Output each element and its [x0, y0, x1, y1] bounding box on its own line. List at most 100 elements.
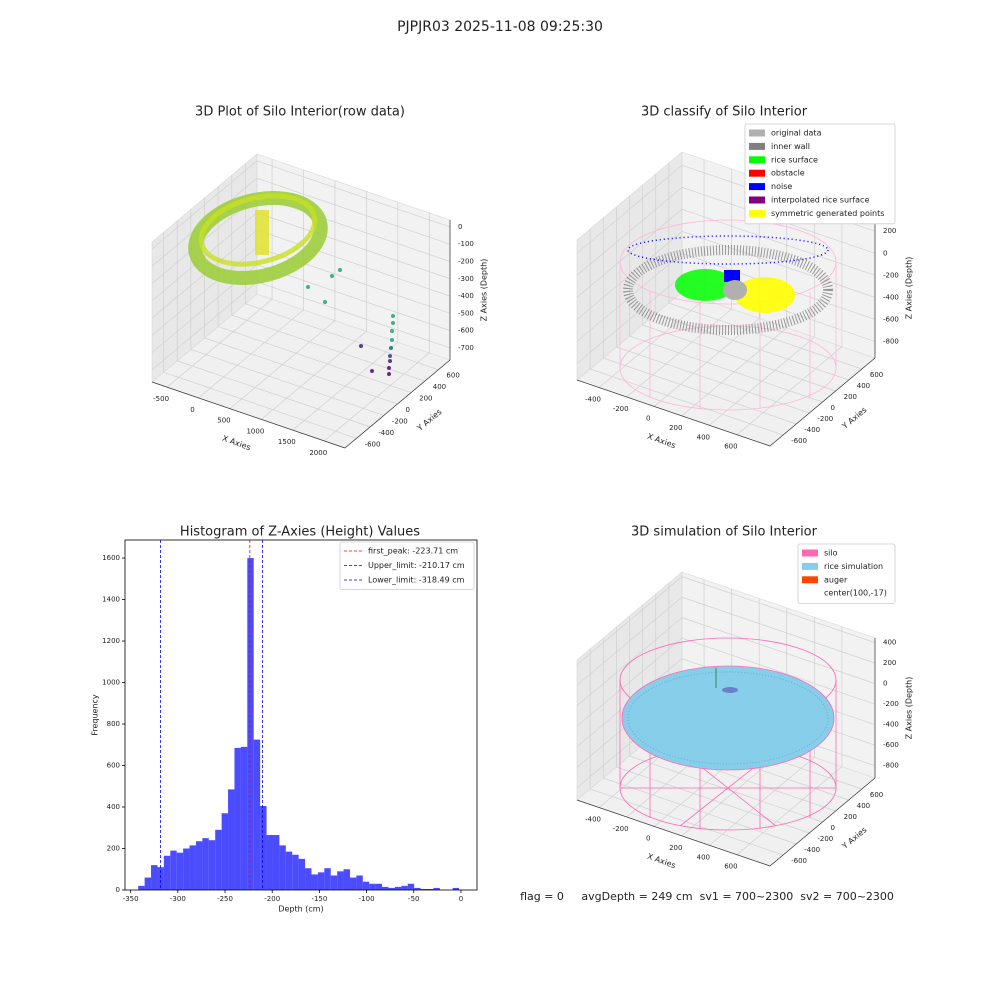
plot-frame: [124, 539, 478, 891]
x-tick-label: 0: [646, 834, 650, 842]
bar: [253, 739, 261, 890]
y-tick-label: 200: [419, 395, 432, 403]
legend-swatch: [749, 209, 765, 217]
bar: [317, 872, 325, 890]
grid-line: [681, 231, 876, 298]
y-tick-label: 200: [844, 393, 857, 401]
y-tick-label: 0: [831, 404, 835, 412]
grid-line: [204, 337, 398, 405]
bar: [356, 875, 363, 890]
bar: [157, 867, 164, 890]
grid-line: [256, 247, 451, 314]
grid-line: [681, 637, 876, 705]
bar: [394, 886, 402, 890]
grid-line: [256, 264, 451, 331]
z-tick-label: -800: [883, 762, 899, 770]
grid-line: [576, 209, 683, 298]
grid-line: [668, 302, 862, 370]
grid-line: [256, 160, 451, 228]
bar: [407, 883, 415, 890]
grid-line: [629, 755, 823, 823]
legend-label: interpolated rice surface: [771, 196, 869, 205]
bar: [144, 877, 152, 890]
legend-label: symmetric generated points: [771, 209, 884, 218]
bar: [414, 887, 421, 890]
x-tick-label: 0: [459, 895, 463, 903]
grid-line: [231, 314, 425, 382]
x-tick-label: -150: [311, 895, 327, 903]
x-tick-label: -50: [408, 895, 419, 903]
legend-label: noise: [771, 182, 792, 191]
chart-title: 3D simulation of Silo Interior: [631, 525, 818, 540]
grid-line: [681, 617, 876, 684]
grid-line: [218, 326, 412, 393]
x-tick-label: -300: [170, 895, 186, 903]
bar: [324, 868, 331, 890]
y-tick-label: -200: [817, 835, 833, 843]
x-tick-label: 1000: [246, 427, 264, 435]
bar: [330, 875, 338, 890]
x-tick-label: -100: [359, 895, 375, 903]
y-tick-label: 800: [107, 720, 120, 728]
z-tick-label: -400: [883, 721, 899, 729]
bar: [240, 746, 248, 890]
bar: [279, 845, 286, 890]
bar: [420, 888, 427, 890]
legend-label: center(100,-17): [824, 589, 887, 598]
inner-wall: [623, 245, 833, 335]
legend-label: Upper_limit: -210.17 cm: [368, 561, 465, 570]
x-tick-label: 2000: [309, 449, 327, 457]
grid-line: [256, 229, 451, 297]
rice-surface: [675, 269, 735, 301]
raw-cloud: [198, 193, 318, 267]
bar: [369, 883, 376, 890]
axis-line: [769, 777, 876, 867]
z-tick-label: 0: [883, 249, 887, 257]
grid-line: [576, 576, 683, 665]
bar: [176, 852, 184, 890]
bar: [228, 789, 235, 890]
bar: [305, 868, 312, 890]
rice-simulation: [627, 671, 829, 765]
y-tick-label: 1200: [102, 637, 120, 645]
bar: [272, 835, 280, 890]
x-tick-label: -200: [613, 405, 629, 413]
raw-cloud: [255, 210, 269, 255]
legend-box: [339, 541, 475, 590]
grid-line: [256, 212, 451, 280]
y-tick-label: -400: [804, 846, 820, 854]
grid-line: [576, 187, 683, 276]
x-tick-label: -250: [217, 895, 233, 903]
grid-line: [655, 313, 849, 381]
x-tick-label: 0: [190, 406, 194, 414]
grid-line: [642, 324, 836, 392]
silo-wireframe: [619, 219, 837, 411]
legend-swatch: [802, 562, 818, 570]
grid-line: [163, 371, 357, 439]
z-axis-label: Z Axies (Depth): [905, 257, 914, 320]
legend-label: obstacle: [771, 169, 805, 178]
legend-box: [744, 123, 896, 225]
z-tick-label: -100: [458, 240, 474, 248]
y-tick-label: 400: [857, 802, 870, 810]
bar: [183, 848, 190, 890]
grid-line: [245, 303, 439, 371]
grid-line: [151, 281, 258, 371]
y-tick-label: 600: [446, 372, 459, 380]
y-tick-label: 1000: [102, 679, 120, 687]
grid-line: [590, 788, 784, 856]
bar: [298, 858, 306, 890]
bar: [292, 854, 299, 890]
z-tick-label: -200: [883, 271, 899, 279]
center: [722, 687, 738, 693]
y-tick-label: 400: [433, 383, 446, 391]
symmetric-points: [735, 277, 795, 313]
grid-line: [190, 349, 384, 416]
bar: [382, 886, 389, 890]
bar: [195, 841, 203, 890]
bar: [311, 874, 318, 890]
raw-points: [306, 268, 395, 376]
y-tick-label: 400: [857, 382, 870, 390]
bar: [151, 865, 158, 890]
